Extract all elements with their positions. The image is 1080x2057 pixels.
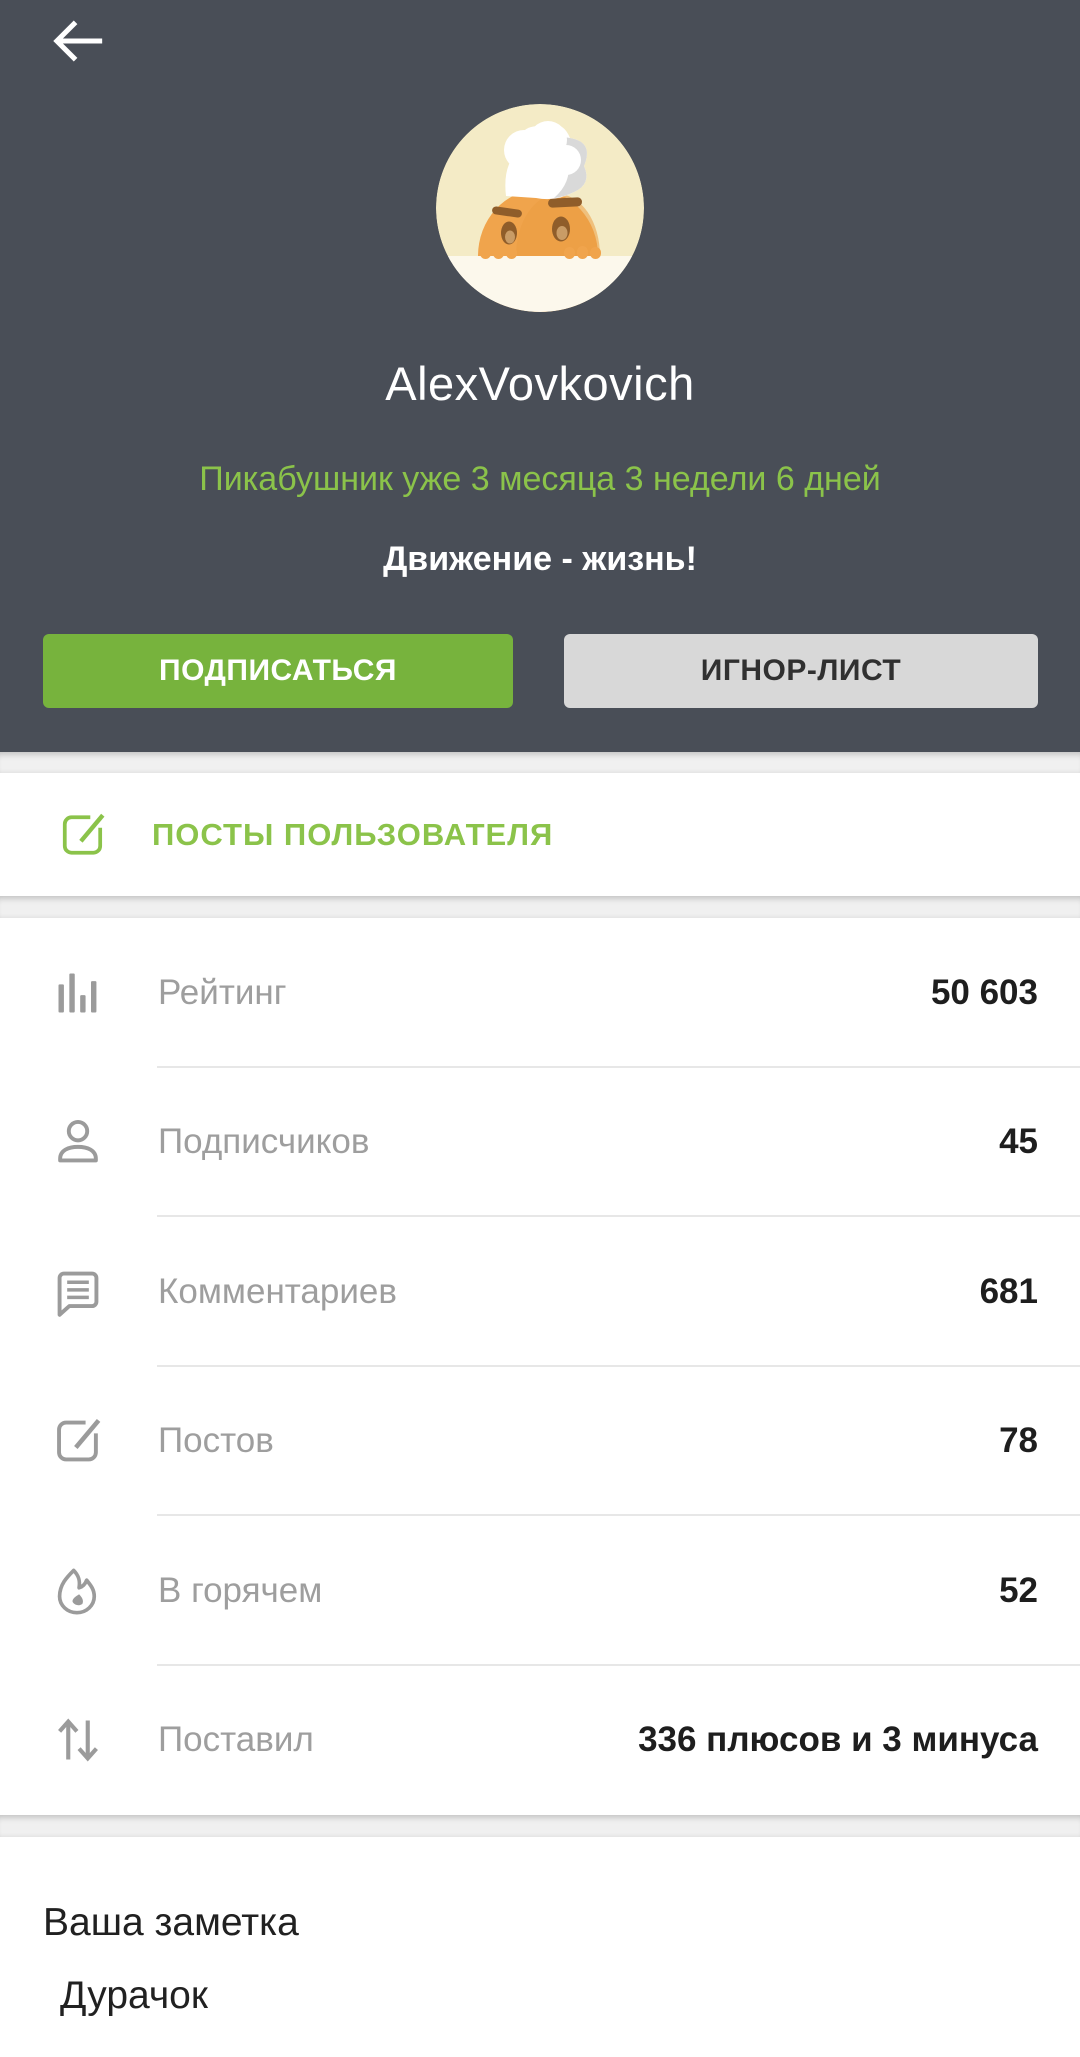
user-posts-link[interactable]: ПОСТЫ ПОЛЬЗОВАТЕЛЯ	[0, 773, 1080, 896]
stat-label: Подписчиков	[158, 1122, 370, 1162]
post-edit-icon	[58, 810, 108, 860]
note-title: Ваша заметка	[43, 1901, 299, 1944]
section-separator	[0, 752, 1080, 773]
stat-label: Рейтинг	[158, 972, 287, 1012]
motto-text: Движение - жизнь!	[383, 540, 697, 578]
stat-row-rating: Рейтинг 50 603	[0, 918, 1080, 1068]
stat-value: 52	[999, 1570, 1038, 1610]
post-edit-icon	[52, 1415, 104, 1467]
divider	[157, 1065, 1080, 1068]
stat-label: В горячем	[158, 1570, 323, 1610]
stat-row-subscribers: Подписчиков 45	[0, 1068, 1080, 1217]
divider	[157, 1364, 1080, 1367]
stat-row-voted: Поставил 336 плюсов и 3 минуса	[0, 1666, 1080, 1816]
section-separator	[0, 1815, 1080, 1837]
section-separator	[0, 896, 1080, 918]
divider	[157, 1514, 1080, 1516]
stat-row-comments: Комментариев 681	[0, 1217, 1080, 1367]
action-buttons: ПОДПИСАТЬСЯ ИГНОР-ЛИСТ	[0, 634, 1080, 708]
stat-value: 50 603	[930, 972, 1038, 1012]
note-text[interactable]: Дурачок	[60, 1974, 208, 2017]
updown-arrows-icon	[52, 1714, 104, 1766]
comment-icon	[52, 1266, 104, 1318]
stat-label: Поставил	[158, 1720, 314, 1760]
ignore-list-button[interactable]: ИГНОР-ЛИСТ	[564, 634, 1038, 708]
person-icon	[52, 1116, 104, 1168]
divider	[157, 1663, 1080, 1666]
profile-header: AlexVovkovich Пикабушник уже 3 месяца 3 …	[0, 0, 1080, 752]
rating-bars-icon	[52, 967, 104, 1019]
stat-row-posts: Постов 78	[0, 1367, 1080, 1516]
subscribe-button[interactable]: ПОДПИСАТЬСЯ	[43, 634, 513, 708]
user-posts-label: ПОСТЫ ПОЛЬЗОВАТЕЛЯ	[152, 816, 554, 852]
stats-card: Рейтинг 50 603 Подписчиков 45	[0, 918, 1080, 1815]
stat-row-hot: В горячем 52	[0, 1516, 1080, 1666]
back-button[interactable]	[46, 10, 110, 74]
username: AlexVovkovich	[385, 357, 695, 410]
tenure-text: Пикабушник уже 3 месяца 3 недели 6 дней	[199, 460, 881, 498]
stat-value: 45	[999, 1122, 1038, 1162]
stat-value: 336 плюсов и 3 минуса	[638, 1720, 1038, 1760]
stat-label: Комментариев	[158, 1271, 397, 1311]
stat-label: Постов	[158, 1421, 274, 1461]
divider	[157, 1215, 1080, 1217]
avatar[interactable]	[436, 104, 644, 312]
stat-value: 78	[999, 1421, 1038, 1461]
flame-icon	[52, 1565, 104, 1617]
stat-value: 681	[979, 1271, 1038, 1311]
back-arrow-icon	[49, 12, 107, 73]
note-section: Ваша заметка Дурачок	[0, 1837, 1080, 2057]
